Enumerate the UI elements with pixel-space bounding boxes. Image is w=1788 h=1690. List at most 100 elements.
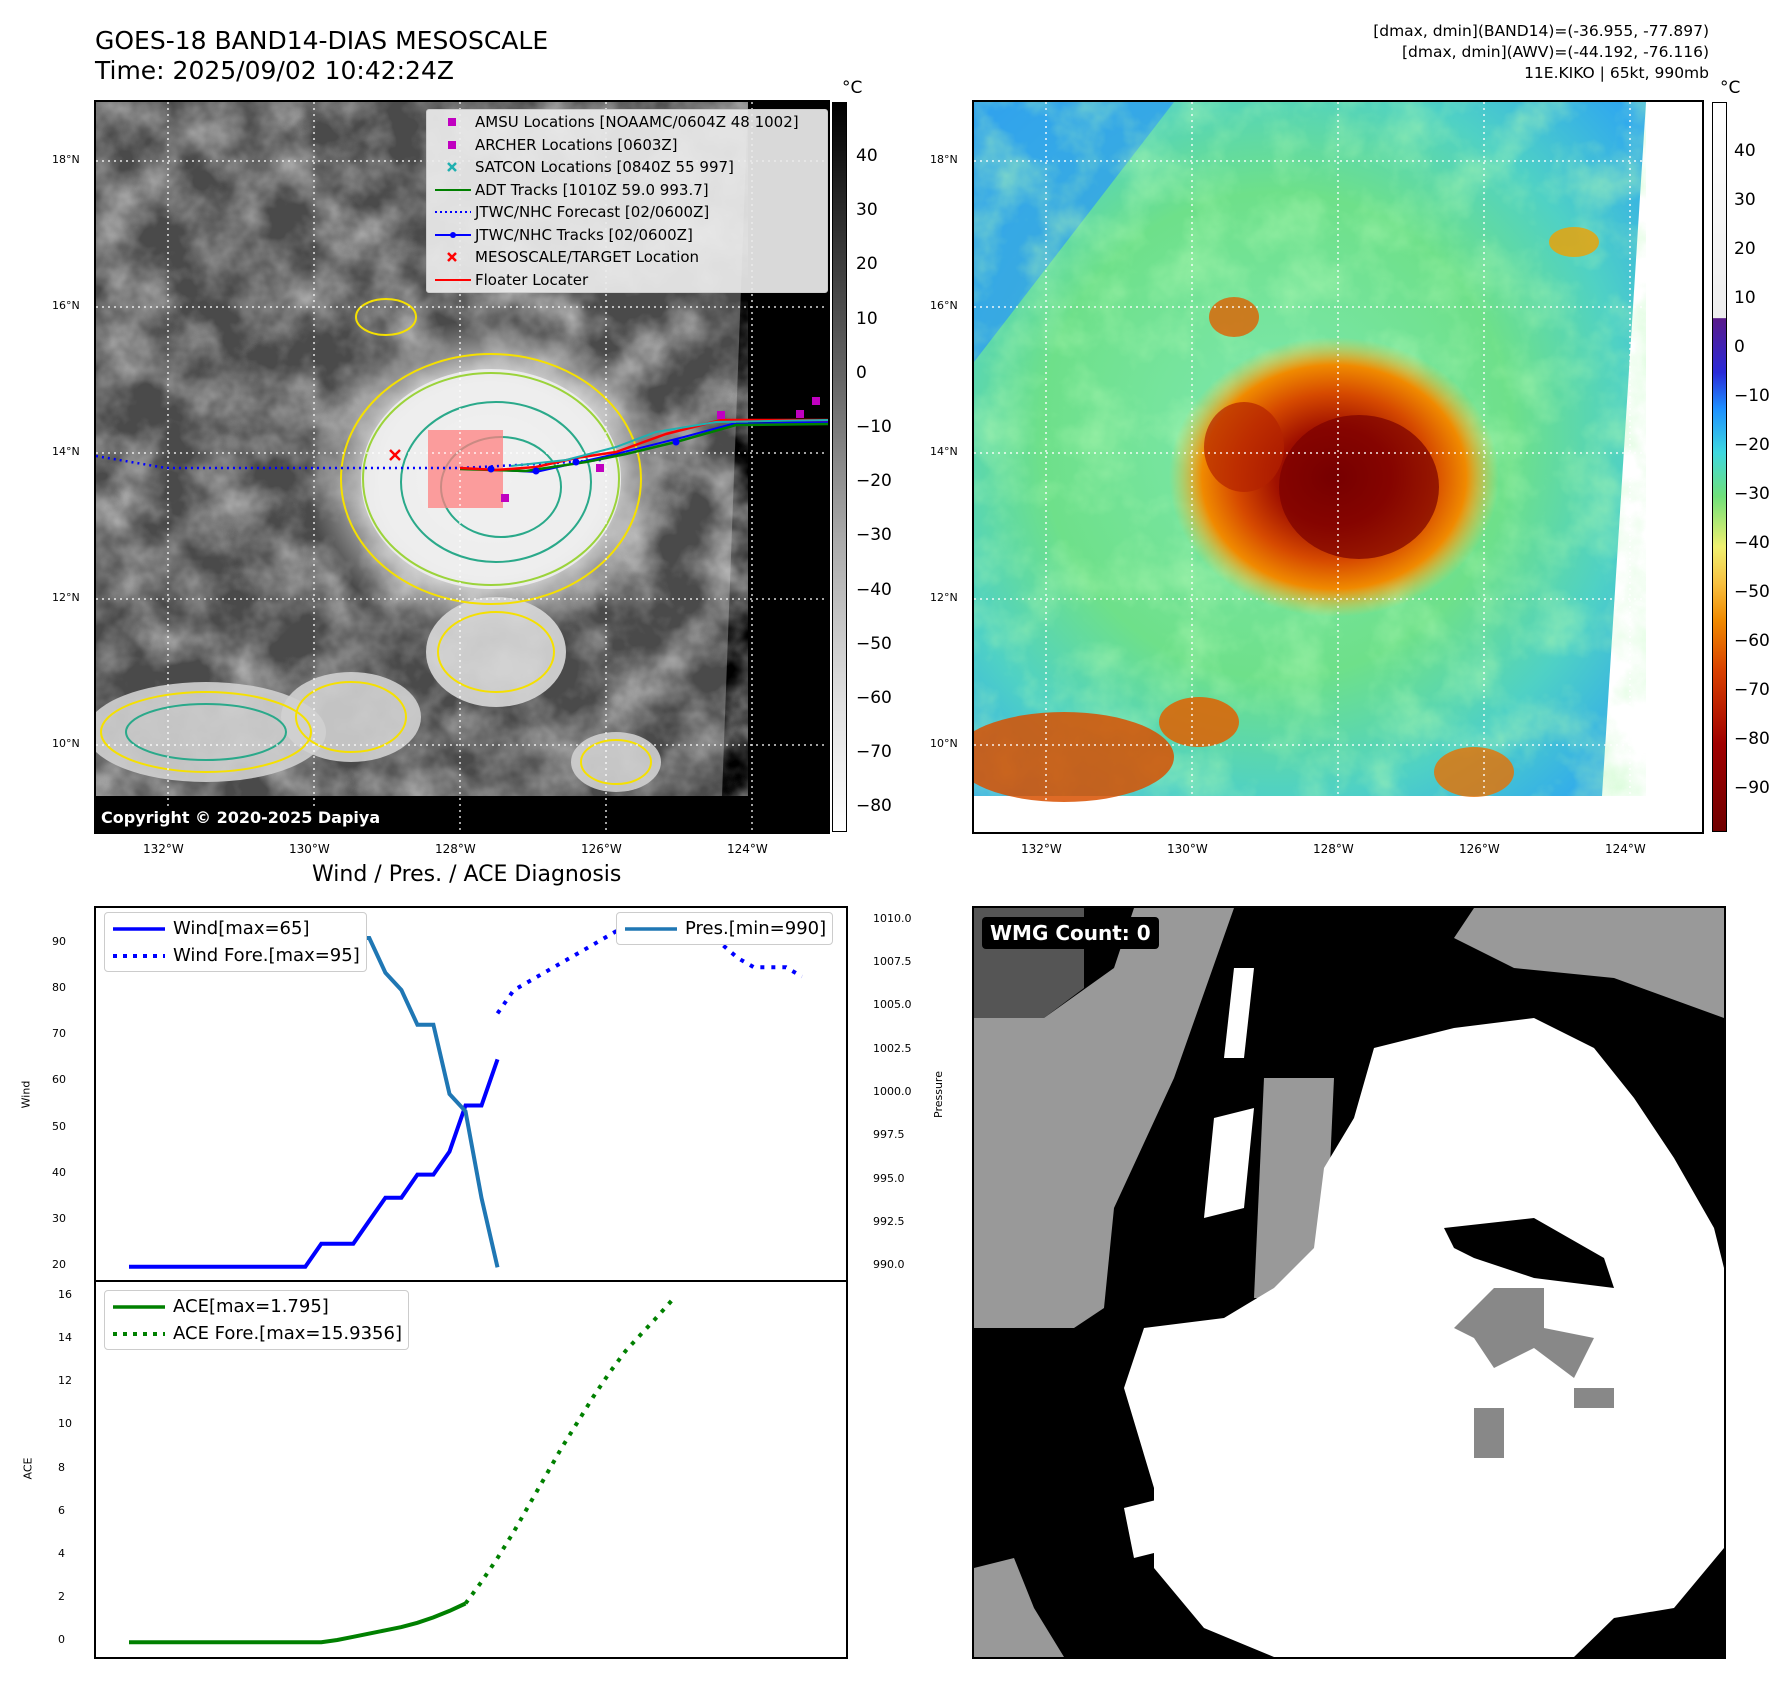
ace-tick: 6 — [58, 1503, 65, 1517]
tick-label: 20 — [1734, 239, 1756, 259]
ace-tick: 8 — [58, 1460, 65, 1474]
pressure-series-line — [145, 918, 500, 1268]
tick-label: −60 — [856, 688, 892, 708]
lon-tick: 126°W — [1459, 842, 1500, 856]
tick-label: 30 — [856, 200, 878, 221]
legend-label: ARCHER Locations [0603Z] — [475, 135, 678, 154]
tick-label: 40 — [1734, 141, 1756, 161]
ace-tick: 2 — [58, 1590, 65, 1604]
legend-item-amsu: AMSU Locations [NOAAMC/0604Z 48 1002] — [431, 111, 823, 134]
legend-item-satcon: SATCON Locations [0840Z 55 997] — [431, 156, 823, 179]
tick-label: 10 — [1734, 288, 1756, 308]
wind-tick: 70 — [52, 1027, 66, 1041]
pressure-tick: 990.0 — [873, 1258, 905, 1272]
wind-tick: 80 — [52, 981, 66, 995]
ace-tick: 0 — [58, 1633, 65, 1647]
solid-line-icon — [113, 926, 165, 931]
legend-label: ACE Fore.[max=15.9356] — [173, 1323, 402, 1344]
legend-label: Pres.[min=990] — [685, 918, 827, 939]
wind-tick: 50 — [52, 1119, 66, 1133]
lon-tick: 130°W — [289, 842, 330, 856]
x-marker-icon — [431, 246, 475, 268]
lat-tick: 10°N — [52, 737, 80, 750]
square-marker-icon — [431, 111, 475, 133]
lat-tick: 10°N — [930, 737, 958, 750]
lat-tick: 16°N — [930, 299, 958, 312]
tick-label: 10 — [856, 308, 878, 329]
color-colorbar — [1712, 102, 1727, 832]
wind-tick: 30 — [52, 1211, 66, 1225]
legend-label: SATCON Locations [0840Z 55 997] — [475, 158, 734, 176]
line-marker-icon — [431, 179, 475, 201]
copyright-label: Copyright © 2020-2025 Dapiya — [95, 806, 387, 830]
tick-label: 0 — [1734, 337, 1745, 357]
ace-canvas — [129, 1296, 676, 1645]
tick-label: −80 — [1734, 729, 1770, 749]
tick-label: 30 — [1734, 190, 1756, 210]
legend-item-wind-fore: Wind Fore.[max=95] — [111, 942, 360, 969]
legend-label: Wind[max=65] — [173, 918, 310, 939]
lon-tick: 124°W — [1605, 842, 1646, 856]
legend-item-pres: Pres.[min=990] — [623, 915, 826, 942]
tick-label: −90 — [1734, 778, 1770, 798]
colorbar-unit: °C — [1720, 78, 1741, 98]
tick-label: −40 — [1734, 533, 1770, 553]
legend-label: JTWC/NHC Tracks [02/0600Z] — [475, 225, 693, 244]
legend-label: JTWC/NHC Forecast [02/0600Z] — [475, 203, 710, 221]
diagnosis-title: Wind / Pres. / ACE Diagnosis — [312, 862, 622, 887]
pressure-tick: 997.5 — [873, 1128, 905, 1142]
color-ir-map-panel — [972, 100, 1704, 834]
tick-label: 20 — [856, 254, 878, 275]
lon-tick: 132°W — [1021, 842, 1062, 856]
legend-item-target: MESOSCALE/TARGET Location — [431, 246, 823, 269]
pressure-tick: 992.5 — [873, 1215, 905, 1228]
tick-label: −20 — [856, 471, 892, 492]
color-ir-map-image — [974, 102, 1702, 832]
pressure-tick: 1005.0 — [873, 998, 912, 1012]
legend-label: ADT Tracks [1010Z 59.0 993.7] — [475, 180, 709, 199]
legend-label: ACE[max=1.795] — [173, 1296, 329, 1317]
lat-tick: 18°N — [52, 153, 80, 166]
tick-label: −30 — [1734, 484, 1770, 504]
title-line1: GOES-18 BAND14-DIAS MESOSCALE — [95, 26, 549, 55]
legend-label: Floater Locater — [475, 270, 589, 289]
tick-label: −50 — [1734, 582, 1770, 602]
gray-colorbar — [832, 102, 847, 832]
colorbar-unit: °C — [842, 78, 863, 98]
ace-plot — [94, 1280, 848, 1659]
ace-tick: 10 — [58, 1417, 72, 1431]
lat-tick: 18°N — [930, 153, 958, 166]
tick-label: −10 — [856, 417, 892, 437]
pressure-tick: 995.0 — [873, 1171, 905, 1185]
legend-label: Wind Fore.[max=95] — [173, 945, 360, 966]
wind-forecast-series-line — [495, 919, 803, 1015]
lat-tick: 14°N — [930, 445, 958, 458]
lon-tick: 124°W — [727, 842, 768, 856]
ace-forecast-series-line — [463, 1296, 676, 1605]
wmg-image — [974, 908, 1724, 1657]
pressure-tick: 1000.0 — [873, 1085, 912, 1098]
legend-item-ace: ACE[max=1.795] — [111, 1293, 402, 1320]
lon-tick: 132°W — [143, 842, 184, 856]
tick-label: 0 — [856, 362, 867, 383]
solid-line-icon — [113, 1304, 165, 1309]
tick-label: −70 — [1734, 680, 1770, 700]
legend-item-ace-fore: ACE Fore.[max=15.9356] — [111, 1320, 402, 1347]
lon-tick: 128°W — [1313, 842, 1354, 856]
wmg-panel — [972, 906, 1726, 1659]
wind-axis-label: Wind — [19, 1080, 33, 1109]
lon-tick: 126°W — [581, 842, 622, 856]
pressure-tick: 1010.0 — [873, 911, 912, 925]
tick-label: −20 — [1734, 435, 1770, 455]
legend-item-floater: Floater Locater — [431, 269, 823, 292]
tick-label: −50 — [856, 633, 892, 654]
ace-tick: 4 — [58, 1546, 65, 1560]
dotted-line-icon — [113, 953, 165, 958]
tick-label: −60 — [1734, 631, 1770, 651]
tick-label: −40 — [856, 579, 892, 600]
pressure-tick: 1007.5 — [873, 955, 912, 968]
solid-line-icon — [625, 926, 677, 931]
legend-item-adt: ADT Tracks [1010Z 59.0 993.7] — [431, 179, 823, 202]
pressure-legend: Pres.[min=990] — [616, 912, 834, 945]
x-marker-icon — [431, 156, 475, 178]
